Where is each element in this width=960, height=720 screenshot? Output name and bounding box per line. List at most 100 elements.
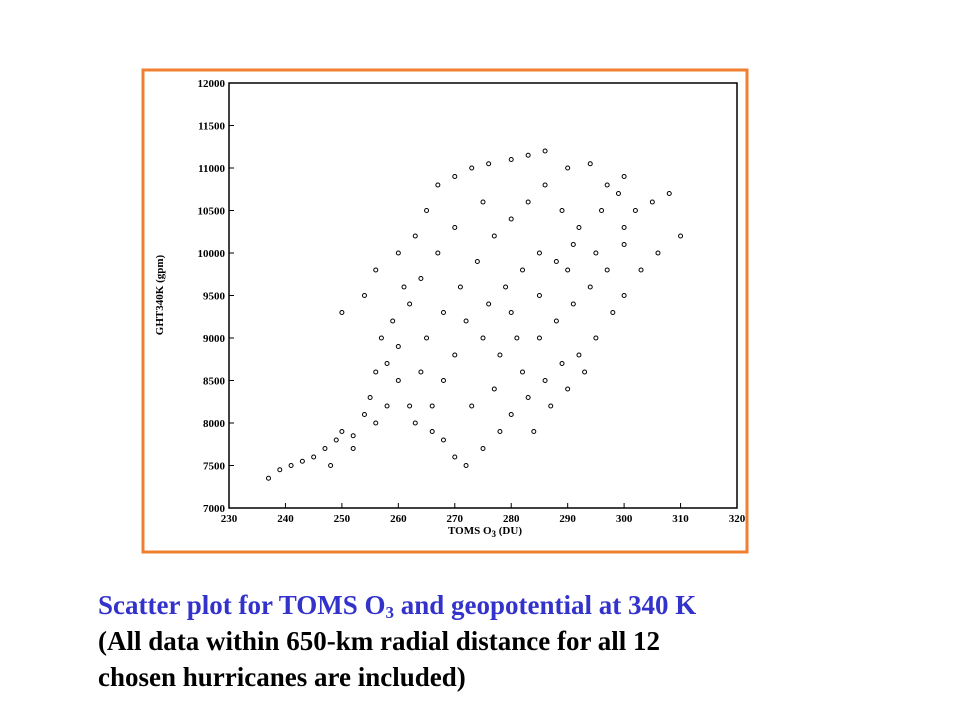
point (299, 458, 305, 464)
point (666, 191, 672, 196)
y-tick-label: 7000 (203, 503, 226, 515)
point (390, 318, 396, 324)
x-label-part: TOMS O (448, 525, 492, 537)
point (333, 437, 339, 443)
point (407, 403, 413, 409)
point (452, 454, 458, 460)
point (418, 276, 424, 281)
point (474, 259, 480, 264)
point (621, 174, 627, 179)
y-axis-label: GHT340K (gpm) (154, 254, 166, 335)
point (570, 301, 576, 307)
caption-sub: 3 (385, 603, 395, 622)
x-tick-label: 240 (277, 513, 294, 525)
point (565, 386, 571, 392)
point (361, 293, 367, 298)
caption-part: and geopotential at 340 K (394, 590, 697, 620)
x-tick-label: 320 (729, 513, 746, 525)
point (480, 446, 486, 451)
point (565, 267, 571, 273)
point (570, 242, 576, 247)
point (395, 344, 401, 349)
point (373, 267, 379, 273)
point (559, 208, 565, 213)
x-tick-label: 290 (559, 513, 576, 525)
point (536, 335, 542, 341)
point (339, 429, 345, 434)
plot-box (228, 82, 738, 509)
point (621, 242, 627, 247)
point (440, 437, 446, 443)
point (288, 463, 294, 468)
point (373, 420, 379, 426)
y-tick-label: 8500 (203, 376, 226, 388)
point (536, 293, 542, 298)
point (525, 395, 531, 400)
point (525, 199, 531, 205)
point (367, 395, 373, 400)
frame (141, 68, 749, 554)
point (508, 310, 514, 315)
point (395, 378, 401, 383)
point (621, 225, 627, 230)
x-tick-label: 310 (672, 513, 689, 525)
point (604, 182, 610, 188)
x-label-part: (DU) (496, 525, 522, 537)
point (452, 352, 458, 358)
point (604, 267, 610, 273)
point (452, 225, 458, 230)
point (350, 433, 356, 439)
x-tick-label: 280 (503, 513, 520, 525)
point (520, 369, 526, 375)
x-tick-label: 260 (390, 513, 407, 525)
point (412, 233, 418, 239)
point (311, 454, 317, 460)
x-tick-label: 230 (221, 513, 238, 525)
y-tick-label: 11500 (198, 121, 225, 133)
y-tick-label: 10500 (198, 206, 226, 218)
y-tick-label: 12000 (198, 78, 226, 90)
point (587, 161, 593, 167)
y-tick-label: 7500 (203, 461, 226, 473)
point (339, 310, 345, 315)
point (503, 284, 509, 290)
point (593, 335, 599, 341)
point (440, 378, 446, 383)
caption-line: chosen hurricanes are included) (98, 662, 466, 692)
point (542, 378, 548, 383)
point (599, 208, 605, 213)
point (452, 174, 458, 179)
point (480, 335, 486, 341)
point (266, 475, 272, 481)
caption-line: (All data within 650-km radial distance … (98, 626, 661, 656)
point (520, 267, 526, 273)
point (621, 293, 627, 298)
point (486, 161, 492, 167)
point (463, 318, 469, 324)
point (632, 208, 638, 213)
point (384, 361, 390, 366)
point (553, 318, 559, 324)
point (576, 352, 582, 358)
point (497, 352, 503, 358)
point (638, 267, 644, 273)
point (508, 157, 514, 162)
point (407, 301, 413, 307)
point (373, 369, 379, 375)
x-tick-label: 270 (447, 513, 464, 525)
point (384, 403, 390, 409)
y-tick-label: 8000 (203, 418, 226, 430)
point (277, 467, 283, 473)
point (491, 233, 497, 239)
point (424, 335, 430, 341)
point (565, 165, 571, 171)
point (361, 412, 367, 417)
point (542, 148, 548, 154)
point (469, 165, 475, 171)
point (486, 301, 492, 307)
y-tick-label: 10000 (198, 248, 226, 260)
point (655, 250, 661, 256)
point (508, 216, 514, 222)
